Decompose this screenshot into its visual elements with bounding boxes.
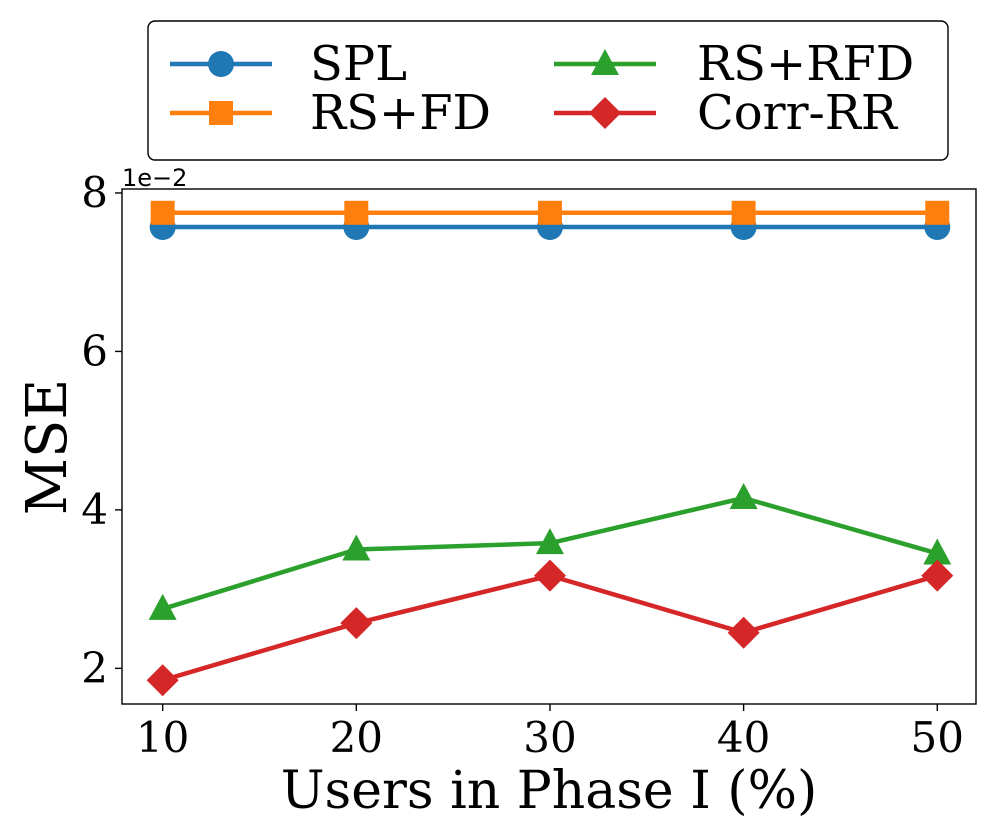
plot-area: 10 20 30 40 50 2 4 6 8	[81, 168, 977, 762]
data-point	[729, 483, 758, 509]
data-point	[537, 200, 562, 225]
data-point	[146, 664, 179, 697]
series-rs-rfd	[148, 483, 952, 620]
x-axis-label: Users in Phase I (%)	[281, 761, 818, 821]
y-axis-label: MSE	[15, 379, 80, 516]
legend-label: SPL	[310, 36, 407, 92]
data-point	[731, 200, 756, 225]
y-tick-label: 8	[81, 168, 108, 217]
axes-frame	[121, 188, 977, 705]
legend-marker	[591, 49, 619, 75]
x-tick-label: 40	[717, 713, 770, 762]
data-point	[535, 528, 564, 555]
legend-item: RS+FD	[170, 85, 491, 141]
legend-label: RS+RFD	[697, 36, 914, 92]
legend-marker	[209, 101, 233, 125]
legend-label: RS+FD	[310, 85, 491, 141]
series-rs-fd	[150, 200, 950, 225]
y-tick-label: 2	[81, 643, 108, 692]
legend-label: Corr-RR	[697, 85, 899, 141]
data-point	[925, 200, 950, 225]
legend-item: SPL	[170, 36, 407, 92]
data-point	[921, 559, 954, 592]
y-offset-label: 1e−2	[122, 164, 187, 192]
data-point	[340, 607, 373, 640]
legend-item: Corr-RR	[554, 85, 899, 141]
legend-item: RS+RFD	[554, 36, 914, 92]
data-point	[923, 538, 952, 565]
y-tick-label: 4	[81, 485, 108, 534]
x-tick-label: 30	[523, 713, 576, 762]
legend-marker	[208, 51, 234, 77]
series-corr-rr	[146, 559, 954, 697]
y-tick-label: 6	[81, 326, 108, 375]
data-point	[344, 200, 369, 225]
legend-box	[147, 20, 949, 161]
data-point	[342, 534, 371, 561]
data-point	[148, 593, 177, 620]
legend-marker	[589, 97, 621, 129]
data-point	[533, 559, 566, 592]
data-point	[727, 616, 760, 649]
x-tick-label: 50	[911, 713, 964, 762]
x-tick-label: 20	[330, 713, 383, 762]
data-point	[150, 200, 175, 225]
x-tick-label: 10	[136, 713, 189, 762]
